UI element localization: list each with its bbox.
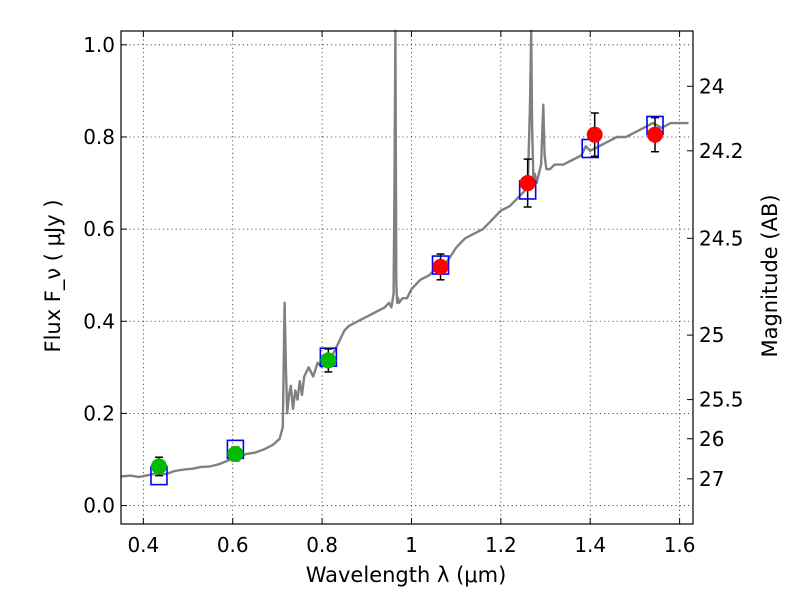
y-tick-label: 1.0 xyxy=(83,33,115,57)
x-tick-label: 0.8 xyxy=(306,533,338,557)
x-tick-label: 1.4 xyxy=(574,533,606,557)
x-tick-label: 1.6 xyxy=(664,533,696,557)
right-tick-label: 27 xyxy=(699,467,724,491)
x-tick-label: 0.6 xyxy=(217,533,249,557)
plot-frame xyxy=(120,30,694,525)
right-axis-label-text: Magnitude (AB) xyxy=(758,194,782,357)
observed-point xyxy=(647,126,664,143)
observed-point xyxy=(519,175,536,192)
observed-point xyxy=(586,126,603,143)
observed-point xyxy=(227,445,244,462)
right-tick-label: 25.5 xyxy=(699,388,744,412)
right-tick-label: 24.2 xyxy=(699,139,744,163)
right-tick-label: 24.5 xyxy=(699,226,744,250)
x-tick-label: 1 xyxy=(405,533,418,557)
y-tick-label: 0.4 xyxy=(83,309,115,333)
x-axis-label: Wavelength λ (μm) xyxy=(306,563,507,587)
observed-point xyxy=(150,458,167,475)
observed-point xyxy=(320,352,337,369)
y-axis-label: Flux F_ν ( μJy ) xyxy=(41,199,66,352)
points-layer xyxy=(150,112,664,486)
y-tick-label: 0.0 xyxy=(83,494,115,518)
right-tick-label: 26 xyxy=(699,427,724,451)
right-tick-label: 24 xyxy=(699,74,724,98)
y-tick-label: 0.6 xyxy=(83,217,115,241)
spectrum-layer xyxy=(120,29,689,479)
x-axis-label-text: Wavelength λ (μm) xyxy=(306,563,507,587)
ticks: 0.4 0.6 0.8 1 1.2 1.4 1.6 0.0 0.2 0.4 0.6 0.8 1.0 24 2… xyxy=(83,31,744,557)
x-tick-label: 1.2 xyxy=(485,533,517,557)
right-axis-label: Magnitude (AB) xyxy=(758,194,782,357)
right-tick-label: 25 xyxy=(699,323,724,347)
y-tick-label: 0.8 xyxy=(83,125,115,149)
spectrum-line xyxy=(120,29,689,479)
y-axis-label-text: Flux F_ν ( μJy ) xyxy=(41,199,66,352)
y-tick-label: 0.2 xyxy=(83,401,115,425)
grid xyxy=(121,31,693,524)
x-tick-label: 0.4 xyxy=(127,533,159,557)
observed-point xyxy=(432,258,449,275)
